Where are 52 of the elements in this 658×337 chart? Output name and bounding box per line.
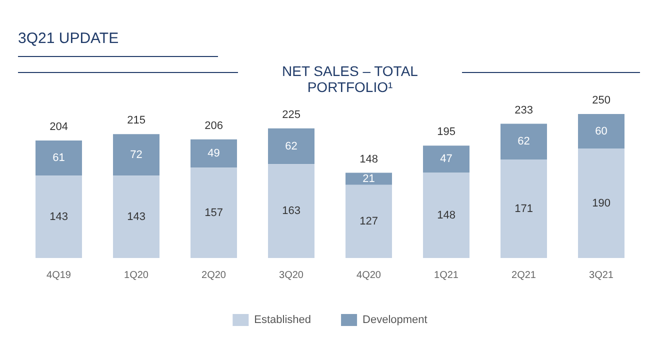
data-label: 143: [50, 210, 68, 223]
data-label: 61: [52, 152, 65, 164]
x-tick-label: 1Q21: [434, 270, 459, 281]
legend-label: Established: [254, 314, 312, 326]
data-label: 60: [595, 125, 608, 138]
bar: [346, 184, 392, 258]
data-label: 49: [208, 147, 220, 160]
bar: [423, 172, 470, 258]
data-label: 143: [127, 210, 146, 223]
data-label: 190: [592, 197, 610, 210]
x-tick-label: 2Q21: [512, 270, 536, 281]
total-label: 225: [282, 108, 300, 121]
text: 3Q21 UPDATE: [18, 30, 119, 47]
bar: [423, 146, 470, 173]
total-label: 195: [437, 126, 456, 138]
x-tick-label: 1Q20: [124, 270, 149, 281]
data-label: 127: [360, 215, 378, 228]
data-label: 148: [437, 209, 456, 222]
data-label: 72: [130, 148, 142, 161]
bar: [190, 168, 237, 258]
bar: [268, 164, 314, 258]
x-tick-label: 3Q20: [279, 270, 304, 281]
bar: [500, 160, 547, 258]
data-label: 62: [518, 136, 530, 148]
data-label: 171: [514, 202, 533, 215]
data-label: 157: [204, 206, 223, 219]
total-label: 204: [50, 121, 68, 134]
total-label: 233: [514, 104, 533, 116]
bar: [268, 128, 314, 164]
total-label: 206: [204, 120, 223, 132]
bar: [113, 134, 160, 176]
total-label: 148: [360, 153, 378, 166]
bar: [190, 139, 237, 168]
data-label: 163: [282, 205, 300, 218]
data-label: 47: [440, 153, 452, 166]
bar: [346, 172, 392, 185]
bar: [578, 114, 624, 149]
data-label: 62: [285, 140, 298, 152]
total-label: 215: [127, 114, 146, 127]
bar: [36, 176, 82, 258]
data-label: 21: [362, 172, 375, 185]
x-tick-label: 4Q19: [46, 270, 72, 281]
total-label: 250: [592, 94, 610, 107]
legend-label: Development: [362, 314, 428, 326]
bar: [500, 124, 547, 160]
bar: [113, 176, 160, 258]
bar: [36, 140, 82, 176]
x-tick-label: 2Q20: [202, 270, 226, 281]
chart-title: NET SALES – TOTAL PORTFOLIO¹: [281, 63, 419, 95]
bar: [578, 148, 624, 258]
x-tick-label: 3Q21: [589, 270, 614, 281]
x-tick-label: 4Q20: [356, 270, 382, 281]
